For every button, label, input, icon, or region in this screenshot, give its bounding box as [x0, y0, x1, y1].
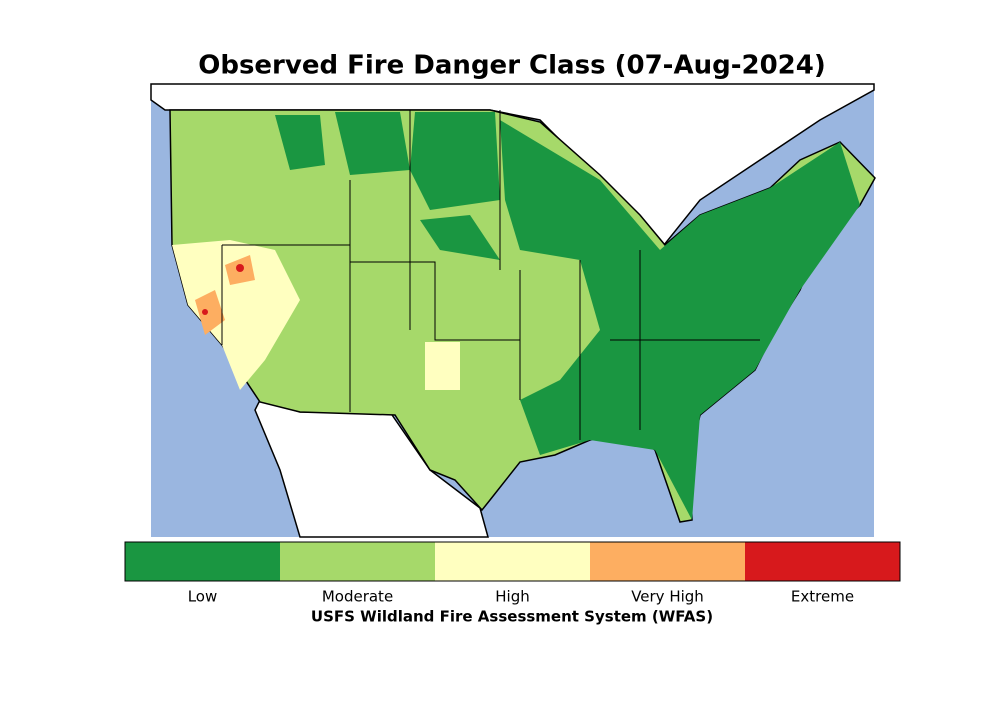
map-title: Observed Fire Danger Class (07-Aug-2024)	[198, 51, 826, 81]
low-region	[500, 120, 860, 520]
map	[150, 83, 876, 538]
extreme-spot	[202, 309, 208, 315]
legend-swatch	[590, 542, 745, 581]
legend-frame	[124, 541, 901, 582]
legend-swatch	[125, 542, 280, 581]
state-lines	[221, 110, 760, 440]
low-patch	[275, 112, 500, 260]
legend-caption: USFS Wildland Fire Assessment System (WF…	[311, 608, 713, 626]
legend-swatch	[745, 542, 900, 581]
legend-label: Moderate	[322, 588, 393, 606]
legend-label: Extreme	[791, 588, 854, 606]
legend: Low Moderate High Very High Extreme	[124, 541, 901, 606]
legend-swatch	[280, 542, 435, 581]
legend-label: Low	[188, 588, 218, 606]
legend-swatch	[435, 542, 590, 581]
extreme-spot	[236, 264, 244, 272]
legend-label: Very High	[631, 588, 704, 606]
very-high-patch	[195, 255, 255, 335]
legend-label: High	[495, 588, 529, 606]
